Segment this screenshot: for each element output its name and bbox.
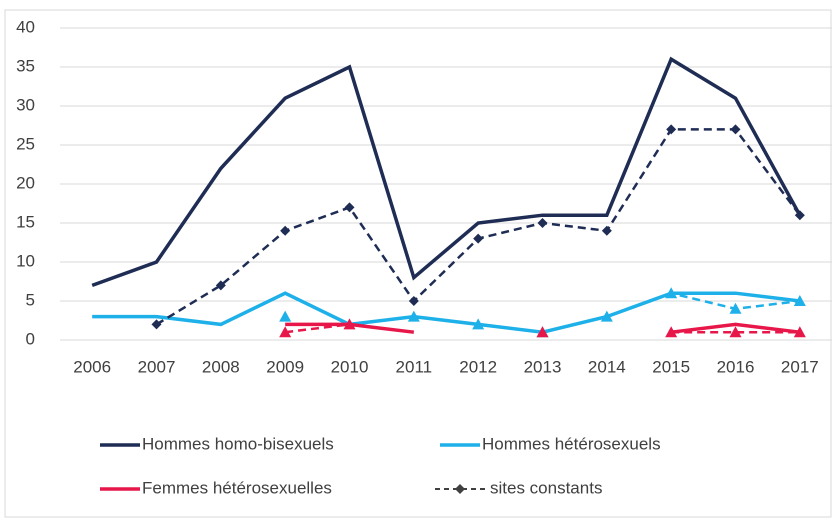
marker <box>151 319 162 330</box>
y-tick-label: 0 <box>26 329 35 348</box>
marker <box>343 318 356 330</box>
marker <box>280 225 291 236</box>
y-tick-label: 5 <box>26 290 35 309</box>
marker <box>407 310 420 322</box>
x-tick-label: 2006 <box>73 357 111 376</box>
x-tick-label: 2010 <box>331 357 369 376</box>
marker <box>473 233 484 244</box>
marker <box>730 124 741 135</box>
x-tick-label: 2014 <box>588 357 626 376</box>
marker <box>537 218 548 228</box>
marker <box>279 326 292 338</box>
y-tick-label: 20 <box>16 173 35 192</box>
x-tick-label: 2012 <box>459 357 497 376</box>
x-tick-label: 2011 <box>396 357 433 376</box>
y-tick-label: 10 <box>16 251 35 270</box>
x-tick-label: 2007 <box>138 357 176 376</box>
series-line <box>670 322 801 334</box>
x-tick-label: 2008 <box>202 357 240 376</box>
marker <box>408 296 419 306</box>
marker <box>794 210 805 221</box>
y-tick-label: 25 <box>16 134 35 153</box>
chart-frame <box>4 9 832 518</box>
marker <box>215 280 226 291</box>
y-tick-label: 30 <box>16 95 35 114</box>
legend-swatch <box>455 484 465 494</box>
marker <box>536 326 549 338</box>
y-tick-label: 40 <box>16 17 35 36</box>
marker <box>600 310 613 322</box>
marker <box>729 326 742 338</box>
legend-label: Hommes hétérosexuels <box>482 434 661 453</box>
constant-line <box>155 128 801 326</box>
marker <box>665 326 678 338</box>
marker <box>729 302 742 314</box>
marker <box>666 124 677 135</box>
legend-label: sites constants <box>490 478 602 497</box>
constant-line <box>285 323 350 334</box>
x-tick-label: 2009 <box>266 357 304 376</box>
y-tick-label: 35 <box>16 56 35 75</box>
x-tick-label: 2017 <box>781 357 819 376</box>
x-tick-label: 2016 <box>717 357 755 376</box>
marker <box>344 202 355 213</box>
x-tick-label: 2013 <box>524 357 562 376</box>
legend-label: Hommes homo-bisexuels <box>142 434 334 453</box>
y-tick-label: 15 <box>16 212 35 231</box>
marker <box>793 295 806 306</box>
marker <box>665 287 678 299</box>
legend-label: Femmes hétérosexuelles <box>142 478 332 497</box>
marker <box>601 225 612 236</box>
marker <box>793 326 806 338</box>
marker <box>472 318 485 330</box>
series-line <box>91 56 802 288</box>
marker <box>279 310 292 322</box>
x-tick-label: 2015 <box>652 357 690 376</box>
